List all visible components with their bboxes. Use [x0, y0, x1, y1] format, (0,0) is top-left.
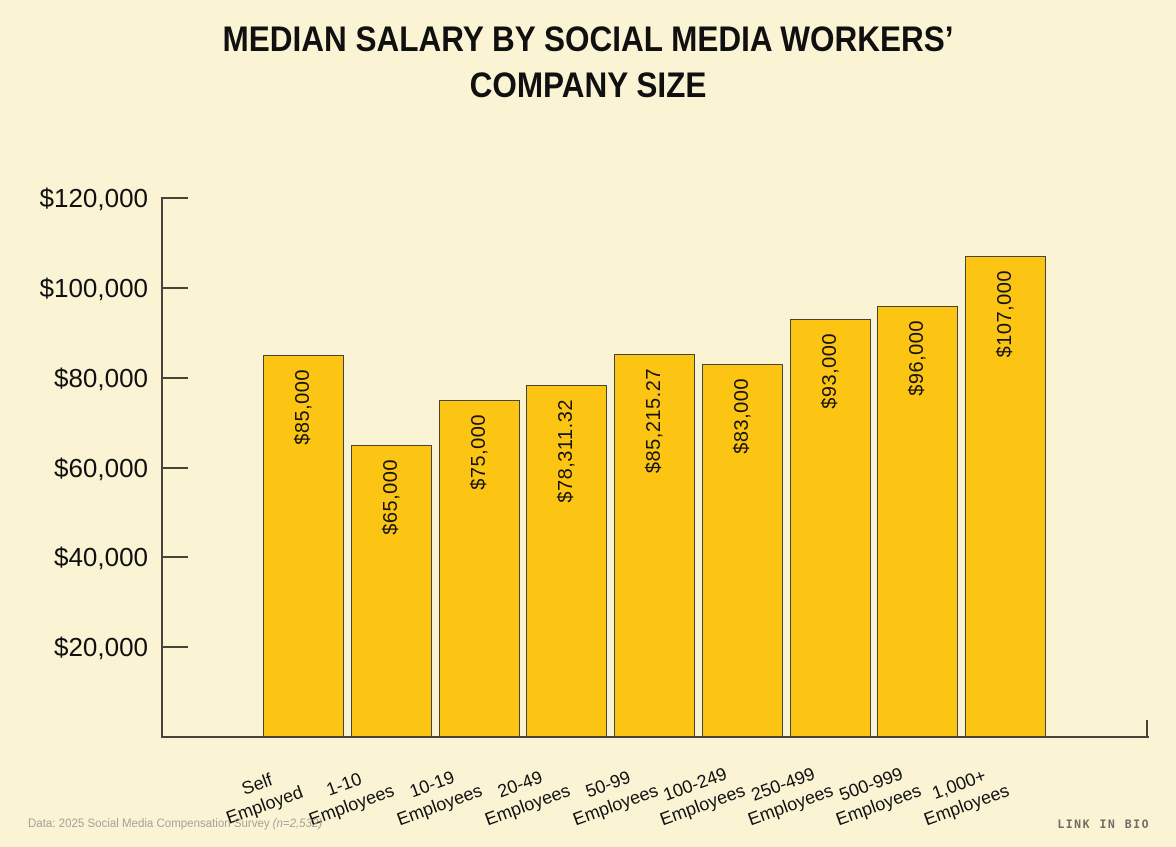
bar-value-label: $96,000	[906, 319, 929, 396]
page-title: MEDIAN SALARY BY SOCIAL MEDIA WORKERS’ C…	[59, 17, 1117, 109]
data-source-note: Data: 2025 Social Media Compensation Sur…	[28, 818, 322, 830]
y-axis-tick	[163, 286, 188, 289]
bar-value-label: $83,000	[730, 378, 753, 454]
page-title-line1: MEDIAN SALARY BY SOCIAL MEDIA WORKERS’	[222, 20, 954, 59]
bar-250-499-employees: $93,000	[789, 319, 871, 737]
page-title-line2: COMPANY SIZE	[469, 66, 707, 105]
y-axis-tick	[163, 556, 188, 559]
bar-500-999-employees: $96,000	[877, 305, 959, 737]
y-axis-tick-label: $100,000	[39, 272, 148, 303]
y-axis-tick-label: $60,000	[54, 452, 148, 483]
sample-size-note: (n=2,532)	[272, 818, 323, 830]
y-axis-tick	[163, 197, 188, 199]
bar-value-label: $85,000	[292, 369, 314, 445]
y-axis-line	[161, 197, 163, 738]
bar-value-label: $78,311.32	[555, 399, 578, 503]
y-axis-tick-label: $80,000	[54, 362, 148, 393]
bar-20-49-employees: $78,311.32	[526, 385, 608, 737]
bar-100-249-employees: $83,000	[701, 364, 783, 737]
data-source-text: Data: 2025 Social Media Compensation Sur…	[28, 818, 270, 830]
bar-self-employed: $85,000	[263, 355, 344, 737]
bar-value-label: $85,215.27	[643, 368, 665, 474]
brand-logo: LINK IN BIO	[1057, 817, 1150, 831]
x-axis-line	[161, 736, 1149, 738]
y-axis-tick-label: $40,000	[54, 542, 148, 573]
bar-value-label: $107,000	[994, 270, 1016, 358]
bar-value-label: $65,000	[379, 459, 402, 535]
bar-value-label: $75,000	[467, 414, 490, 490]
bar-10-19-employees: $75,000	[438, 400, 520, 737]
y-axis-tick	[163, 466, 188, 469]
x-axis-end-tick	[1146, 720, 1148, 738]
bar-1-10-employees: $65,000	[350, 445, 432, 737]
bar-value-label: $93,000	[818, 333, 841, 410]
y-axis-tick-label: $20,000	[54, 632, 148, 663]
bar-50-99-employees: $85,215.27	[614, 354, 695, 737]
y-axis-tick	[163, 376, 188, 379]
bar-1-000+-employees: $107,000	[965, 256, 1046, 737]
y-axis-tick	[163, 646, 188, 649]
y-axis-tick-label: $120,000	[39, 183, 148, 213]
